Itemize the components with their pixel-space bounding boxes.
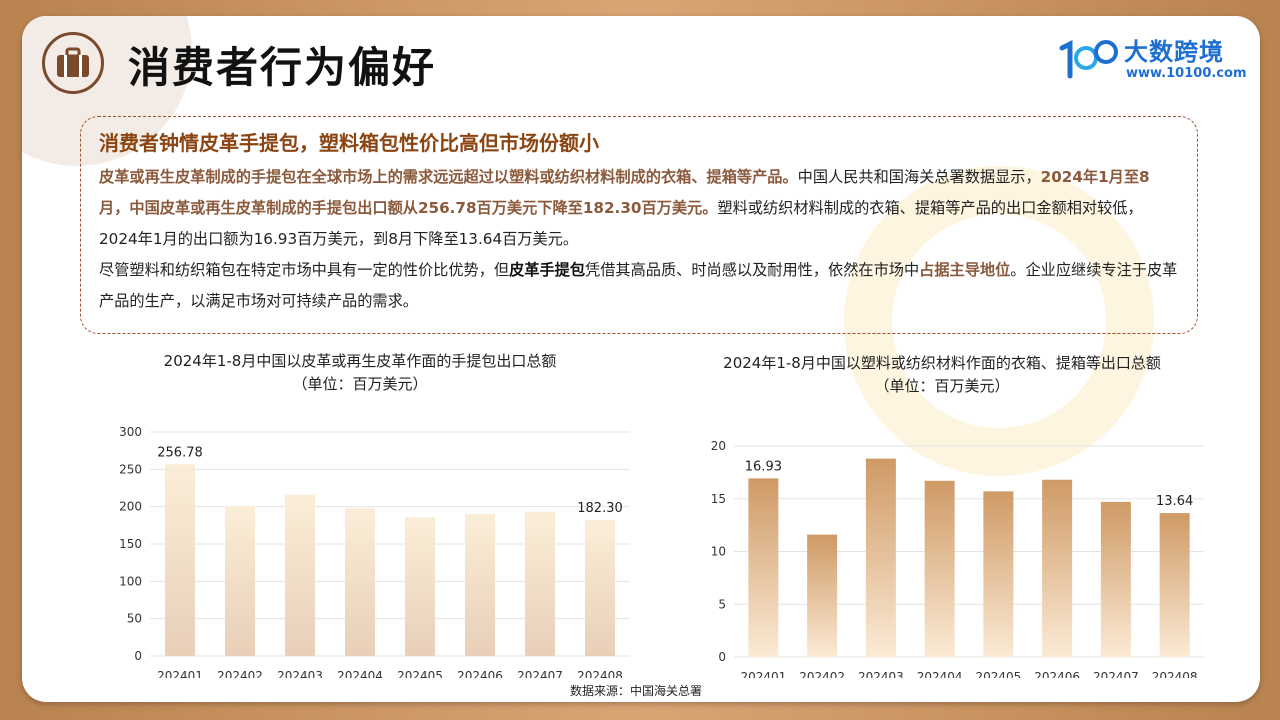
bar <box>807 534 838 657</box>
summary-paragraph-1: 皮革或再生皮革制成的手提包在全球市场上的需求远远超过以塑料或纺织材料制成的衣箱、… <box>99 162 1179 255</box>
x-tick-label: 202402 <box>799 670 845 678</box>
slide-card: 消费者行为偏好 大数跨境 www.10100.com 消费者钟情皮革手提包，塑料… <box>22 16 1260 702</box>
bar <box>465 514 495 656</box>
bar <box>165 464 195 656</box>
bar <box>225 505 255 656</box>
summary-box: 消费者钟情皮革手提包，塑料箱包性价比高但市场份额小 皮革或再生皮革制成的手提包在… <box>80 116 1198 334</box>
bar <box>983 491 1014 657</box>
bar <box>345 508 375 656</box>
x-tick-label: 202402 <box>217 669 263 678</box>
chart-plot: 0 5 10 15 20 202401 16.93 202402 202403 202404 202… <box>711 439 1204 678</box>
x-tick-label: 202408 <box>1152 670 1198 678</box>
y-tick-label: 150 <box>119 537 142 551</box>
x-tick-label: 202406 <box>1034 670 1080 678</box>
x-tick-label: 202408 <box>577 669 623 678</box>
data-source-note: 数据来源：中国海关总署 <box>570 684 703 698</box>
x-tick-label: 202405 <box>975 670 1021 678</box>
chart-subtitle: （单位：百万美元） <box>874 377 1010 395</box>
bar <box>865 458 896 657</box>
x-tick-label: 202405 <box>397 669 443 678</box>
y-tick-label: 200 <box>119 500 142 514</box>
chart-title-text: 2024年1-8月中国以皮革或再生皮革作面的手提包出口总额 <box>163 352 557 370</box>
plastic-textile-luggage-export-chart: 2024年1-8月中国以塑料或纺织材料作面的衣箱、提箱等出口总额 （单位：百万美… <box>652 348 1232 678</box>
x-tick-label: 202404 <box>917 670 963 678</box>
data-label: 16.93 <box>745 459 782 474</box>
summary-text: 凭借其高品质、时尚感以及耐用性，依然在市场中 <box>585 261 920 279</box>
x-tick-label: 202404 <box>337 669 383 678</box>
x-tick-label: 202406 <box>457 669 503 678</box>
x-tick-label: 202403 <box>858 670 904 678</box>
logo-name: 大数跨境 <box>1124 38 1224 66</box>
y-tick-label: 100 <box>119 574 142 588</box>
chart-title: 2024年1-8月中国以皮革或再生皮革作面的手提包出口总额 （单位：百万美元） <box>80 350 640 396</box>
data-label: 182.30 <box>577 501 623 516</box>
bar <box>748 478 779 657</box>
chart-plot: 0 50 100 150 200 250 300 202401 256.78 202402 2024… <box>119 425 630 678</box>
summary-highlight: 皮革或再生皮革制成的手提包在全球市场上的需求远远超过以塑料或纺织材料制成的衣箱、… <box>99 168 798 186</box>
summary-highlight: 2024年1月至8月，中国皮革或再生皮革制成的手提包出口额从256.78百万美元… <box>99 168 1150 217</box>
x-tick-label: 202407 <box>1093 670 1139 678</box>
bar <box>525 511 555 656</box>
y-tick-label: 10 <box>711 545 726 559</box>
y-tick-label: 250 <box>119 462 142 476</box>
summary-paragraph-2: 尽管塑料和纺织箱包在特定市场中具有一定的性价比优势，但皮革手提包凭借其高品质、时… <box>99 255 1179 317</box>
summary-text: 塑料或纺织材料制成的衣箱、提箱等产品的出口金额相对较低，2024年1月的出口额为… <box>99 199 1143 248</box>
summary-highlight: 占据主导地位 <box>919 261 1011 279</box>
y-tick-label: 0 <box>134 649 142 663</box>
summary-text: 。企业应继续专注于皮革产品的生产，以满足市场对可持续产品的需求。 <box>99 261 1178 310</box>
bar <box>1100 501 1131 657</box>
bar <box>405 517 435 656</box>
data-label: 256.78 <box>157 445 203 460</box>
bar <box>585 519 615 656</box>
summary-bold: 皮革手提包 <box>509 261 585 279</box>
x-tick-label: 202401 <box>157 669 203 678</box>
logo-url: www.10100.com <box>1126 66 1247 81</box>
brand-logo[interactable]: 大数跨境 www.10100.com <box>1056 32 1247 88</box>
bar <box>285 494 315 656</box>
logo-mark-icon <box>1059 39 1118 79</box>
y-tick-label: 0 <box>718 650 726 664</box>
y-tick-label: 20 <box>711 439 726 453</box>
data-label: 13.64 <box>1156 494 1193 509</box>
briefcase-icon <box>42 32 104 94</box>
x-tick-label: 202401 <box>740 670 786 678</box>
summary-heading: 消费者钟情皮革手提包，塑料箱包性价比高但市场份额小 <box>99 131 599 155</box>
bar <box>1159 513 1190 657</box>
y-tick-label: 5 <box>718 597 726 611</box>
y-tick-label: 300 <box>119 425 142 439</box>
x-tick-label: 202407 <box>517 669 563 678</box>
y-tick-label: 15 <box>711 492 726 506</box>
chart-title-text: 2024年1-8月中国以塑料或纺织材料作面的衣箱、提箱等出口总额 <box>723 354 1161 372</box>
leather-handbag-export-chart: 2024年1-8月中国以皮革或再生皮革作面的手提包出口总额 （单位：百万美元） … <box>80 348 640 678</box>
chart-subtitle: （单位：百万美元） <box>292 375 428 393</box>
chart-title: 2024年1-8月中国以塑料或纺织材料作面的衣箱、提箱等出口总额 （单位：百万美… <box>652 352 1232 398</box>
bar <box>1042 479 1073 657</box>
page-title: 消费者行为偏好 <box>128 43 437 92</box>
summary-text: 尽管塑料和纺织箱包在特定市场中具有一定的性价比优势，但 <box>99 261 510 279</box>
bar <box>924 480 955 657</box>
x-tick-label: 202403 <box>277 669 323 678</box>
y-tick-label: 50 <box>127 612 142 626</box>
summary-text: 中国人民共和国海关总署数据显示， <box>797 168 1041 186</box>
